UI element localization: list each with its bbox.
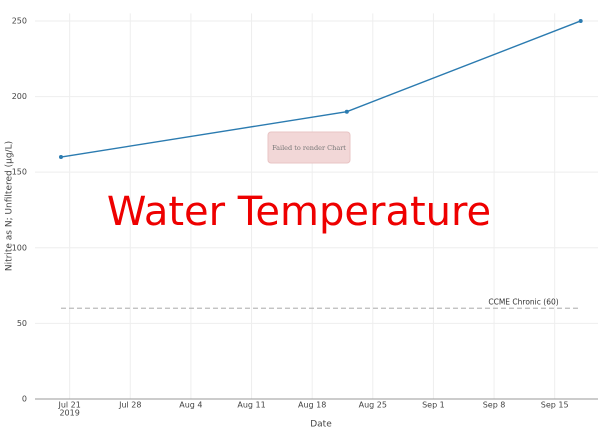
notice-box: [267, 131, 351, 164]
x-tick-label: Aug 4: [179, 401, 202, 410]
y-tick-label: 0: [22, 395, 27, 404]
x-tick-label: Aug 11: [237, 401, 265, 410]
data-point: [344, 109, 349, 114]
x-tick-sublabel: 2019: [59, 409, 79, 418]
notice-text: Failed to render Chart: [272, 144, 346, 152]
data-point: [578, 18, 583, 23]
x-tick-label: Aug 18: [298, 401, 326, 410]
y-tick-label: 100: [12, 243, 27, 252]
data-point: [58, 155, 63, 160]
x-tick-label: Jul 21: [57, 401, 80, 410]
x-tick-label: Sep 1: [422, 401, 445, 410]
y-axis-label: Nitrite as N; Unfiltered (µg/L): [5, 141, 15, 271]
x-tick-label: Aug 25: [359, 401, 387, 410]
y-tick-label: 200: [12, 92, 27, 101]
y-tick-label: 250: [12, 16, 27, 25]
x-tick-label: Jul 28: [118, 401, 141, 410]
x-tick-label: Sep 8: [483, 401, 506, 410]
x-axis-label: Date: [310, 420, 332, 430]
y-tick-label: 50: [17, 319, 27, 328]
x-tick-label: Sep 15: [541, 401, 569, 410]
y-tick-label: 150: [12, 168, 27, 177]
reference-label: CCME Chronic (60): [488, 297, 558, 306]
title: Water Temperature: [107, 189, 491, 235]
